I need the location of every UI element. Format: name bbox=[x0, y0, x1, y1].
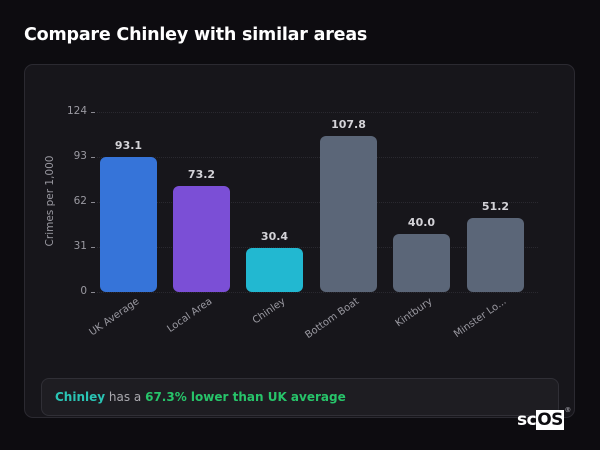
gridline bbox=[97, 247, 538, 248]
bar-value-label: 107.8 bbox=[331, 117, 366, 131]
bar-value-label: 40.0 bbox=[407, 215, 436, 229]
gridline bbox=[97, 112, 538, 113]
bar-kintbury[interactable] bbox=[393, 233, 450, 292]
gridline bbox=[97, 157, 538, 158]
bar-value-label: 93.1 bbox=[114, 138, 143, 152]
logo-sc: sc bbox=[517, 410, 537, 430]
y-tick-mark bbox=[91, 157, 95, 158]
bar-uk-average[interactable] bbox=[100, 156, 157, 292]
x-tick-label: Kintbury bbox=[393, 296, 435, 330]
bar-value-label: 73.2 bbox=[187, 167, 216, 181]
x-tick-label: Chinley bbox=[250, 296, 288, 327]
y-tick-label: 0 bbox=[80, 285, 87, 297]
y-tick-label: 93 bbox=[73, 150, 87, 162]
y-tick-label: 31 bbox=[73, 240, 87, 252]
bar-bottom-boat[interactable] bbox=[320, 135, 377, 292]
summary-place: Chinley bbox=[55, 390, 106, 404]
x-tick-label: Minster Lo... bbox=[451, 296, 509, 341]
y-tick-mark bbox=[91, 202, 95, 203]
logo-os: OS bbox=[536, 410, 564, 430]
y-tick-mark bbox=[91, 292, 95, 293]
bar-minster-lo[interactable] bbox=[467, 217, 524, 292]
y-tick-label: 62 bbox=[73, 195, 87, 207]
bar-value-label: 51.2 bbox=[481, 199, 510, 213]
x-tick-label: Bottom Boat bbox=[302, 296, 361, 342]
bar-chinley[interactable] bbox=[246, 247, 303, 292]
gridline bbox=[97, 202, 538, 203]
chart-card: 0 31 62 93 124 Crimes per 1,000 93.1 UK Average… bbox=[24, 64, 575, 418]
summary-text: has a bbox=[105, 390, 146, 404]
bar-value-label: 30.4 bbox=[260, 229, 289, 243]
x-tick-label: Local Area bbox=[164, 296, 214, 335]
y-tick-mark bbox=[91, 112, 95, 113]
y-axis-label: Crimes per 1,000 bbox=[44, 155, 56, 247]
y-tick-label: 124 bbox=[66, 105, 87, 117]
scos-logo: scOS ® bbox=[517, 406, 571, 430]
gridline bbox=[97, 292, 538, 293]
page-title: Compare Chinley with similar areas bbox=[24, 25, 368, 45]
bar-chart: 0 31 62 93 124 Crimes per 1,000 93.1 UK Average… bbox=[25, 65, 574, 417]
bar-local-area[interactable] bbox=[173, 185, 230, 292]
summary-callout: Chinley has a 67.3% lower than UK averag… bbox=[41, 378, 559, 416]
registered-mark: ® bbox=[564, 406, 571, 414]
y-tick-mark bbox=[91, 247, 95, 248]
summary-stat: 67.3% lower than UK average bbox=[145, 390, 346, 404]
x-tick-label: UK Average bbox=[87, 296, 141, 339]
